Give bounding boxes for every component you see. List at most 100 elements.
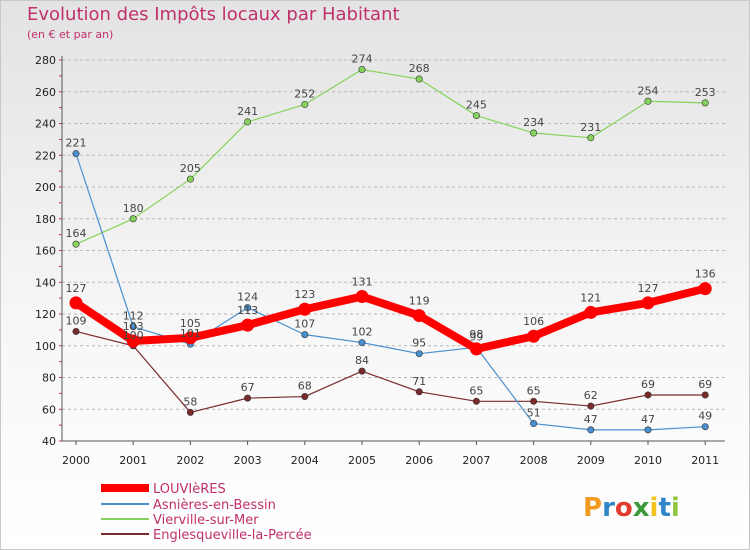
y-tick-label: 240: [35, 118, 56, 131]
data-point: [584, 305, 598, 319]
data-point: [472, 397, 480, 405]
data-point: [469, 342, 483, 356]
data-label: 51: [527, 407, 541, 420]
data-point: [527, 329, 541, 343]
data-point: [530, 420, 538, 428]
data-point: [701, 99, 709, 107]
data-label: 65: [527, 384, 541, 397]
legend-label: Englesqueville-la-Percée: [153, 528, 312, 543]
y-tick-label: 80: [42, 372, 56, 385]
data-label: 121: [580, 291, 601, 304]
data-label: 112: [123, 310, 144, 323]
gridlines: [62, 59, 725, 410]
series-line-3: [75, 330, 706, 414]
chart-title: Evolution des Impôts locaux par Habitant: [27, 4, 400, 25]
axes: 40 60 80 100 120 140 160 180 200 220 240 260 280 2000…: [35, 54, 725, 467]
chart-subtitle: (en € et par an): [27, 28, 114, 41]
data-point: [301, 331, 309, 339]
data-point: [129, 215, 137, 223]
data-label: 69: [698, 378, 712, 391]
x-tick-label: 2000: [62, 454, 90, 467]
data-point: [415, 388, 423, 396]
y-tick-label: 280: [35, 54, 56, 67]
series-line-2: [75, 68, 706, 245]
data-label: 95: [412, 337, 426, 350]
data-point: [72, 327, 80, 335]
data-point: [129, 323, 137, 331]
data-points: [69, 66, 712, 434]
data-label: 221: [66, 137, 87, 150]
data-label: 245: [466, 99, 487, 112]
legend-label: Asnières-en-Bessin: [153, 498, 276, 513]
data-point: [701, 391, 709, 399]
data-point: [298, 302, 312, 316]
data-label: 98: [469, 328, 483, 341]
data-point: [301, 393, 309, 401]
data-label: 123: [294, 288, 315, 301]
data-label: 113: [237, 304, 258, 317]
x-tick-label: 2008: [520, 454, 548, 467]
data-point: [415, 350, 423, 358]
data-label: 71: [412, 375, 426, 388]
data-point: [530, 397, 538, 405]
data-point: [183, 331, 197, 345]
data-label: 252: [294, 87, 315, 100]
data-labels: 164 180 205 241 252 274 268 245 234 231 254 253 109 1…: [66, 53, 716, 426]
data-point: [412, 309, 426, 323]
data-label: 68: [298, 380, 312, 393]
data-label: 106: [523, 315, 544, 328]
data-point: [301, 100, 309, 108]
data-label: 205: [180, 162, 201, 175]
data-label: 47: [641, 413, 655, 426]
x-tick-label: 2007: [462, 454, 490, 467]
x-tick-label: 2003: [234, 454, 262, 467]
data-label: 136: [695, 268, 716, 281]
data-label: 67: [241, 381, 255, 394]
y-tick-label: 100: [35, 340, 56, 353]
data-point: [358, 367, 366, 375]
data-label: 241: [237, 105, 258, 118]
data-label: 84: [355, 354, 369, 367]
data-label: 101: [180, 327, 201, 340]
data-point: [244, 304, 252, 312]
data-point: [530, 129, 538, 137]
data-label: 105: [180, 317, 201, 330]
data-point: [186, 175, 194, 183]
data-label: 253: [695, 86, 716, 99]
data-point: [472, 112, 480, 120]
data-point: [241, 318, 255, 332]
data-point: [587, 134, 595, 142]
data-point: [358, 66, 366, 74]
y-tick-label: 60: [42, 403, 56, 416]
data-label: 65: [469, 384, 483, 397]
proxiti-logo: Proxiti: [583, 493, 680, 523]
data-label: 127: [638, 282, 659, 295]
data-point: [358, 339, 366, 347]
data-point: [644, 426, 652, 434]
data-label: 127: [66, 282, 87, 295]
legend-label: Vierville-sur-Mer: [153, 513, 259, 528]
data-point: [415, 75, 423, 83]
data-point: [69, 296, 83, 310]
data-point: [72, 150, 80, 158]
x-tick-label: 2006: [405, 454, 433, 467]
data-label: 47: [584, 413, 598, 426]
x-tick-label: 2011: [691, 454, 719, 467]
data-point: [244, 118, 252, 126]
y-tick-label: 200: [35, 181, 56, 194]
x-tick-label: 2005: [348, 454, 376, 467]
data-label: 268: [409, 62, 430, 75]
data-point: [126, 334, 140, 348]
y-tick-label: 120: [35, 308, 56, 321]
y-tick-label: 260: [35, 86, 56, 99]
x-tick-label: 2009: [577, 454, 605, 467]
data-label: 100: [123, 329, 144, 342]
data-label: 234: [523, 116, 544, 129]
x-tick-label: 2002: [176, 454, 204, 467]
data-point: [698, 282, 712, 296]
legend: LOUVIèRESAsnières-en-BessinVierville-sur…: [101, 482, 312, 543]
legend-label: LOUVIèRES: [153, 482, 226, 497]
data-label: 180: [123, 202, 144, 215]
data-point: [72, 240, 80, 248]
data-label: 109: [66, 314, 87, 327]
